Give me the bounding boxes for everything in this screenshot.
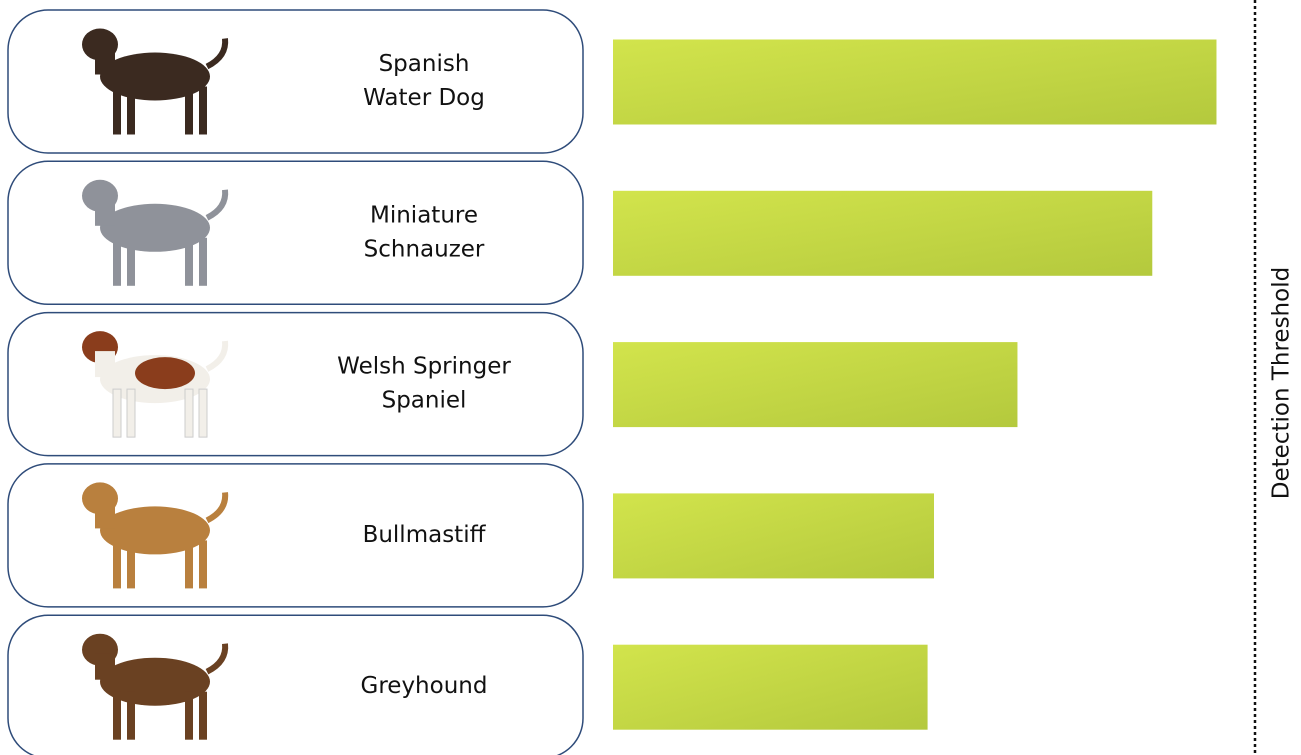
category-label: Spaniel bbox=[382, 388, 467, 414]
dog-neck bbox=[95, 654, 115, 680]
bar bbox=[613, 40, 1216, 125]
dog-leg bbox=[199, 540, 207, 588]
dog-leg bbox=[127, 540, 135, 588]
dog-leg bbox=[127, 87, 135, 135]
chart: Spanish Water Dog Miniature Schnauzer Welsh … bbox=[0, 0, 1301, 755]
dog-leg bbox=[185, 692, 193, 740]
page: Spanish Water Dog Miniature Schnauzer Welsh … bbox=[0, 0, 1301, 755]
row: Miniature Schnauzer bbox=[8, 161, 1152, 304]
category-label: Schnauzer bbox=[364, 236, 485, 262]
bar bbox=[613, 493, 934, 578]
dog-leg bbox=[113, 389, 121, 437]
dog-leg bbox=[127, 389, 135, 437]
category-label: Greyhound bbox=[361, 673, 488, 699]
row: Welsh Springer Spaniel bbox=[8, 313, 1017, 456]
dog-leg bbox=[113, 540, 121, 588]
dog-leg bbox=[199, 238, 207, 286]
threshold-label: Detection Threshold bbox=[1269, 267, 1295, 499]
dog-patch bbox=[135, 357, 195, 389]
dog-leg bbox=[199, 389, 207, 437]
row: Spanish Water Dog bbox=[8, 10, 1216, 153]
dog-leg bbox=[199, 692, 207, 740]
dog-leg bbox=[127, 238, 135, 286]
bar bbox=[613, 191, 1152, 276]
dog-leg bbox=[185, 238, 193, 286]
dog-neck bbox=[95, 502, 115, 528]
bar bbox=[613, 645, 928, 730]
category-label: Welsh Springer bbox=[337, 354, 511, 380]
dog-leg bbox=[185, 540, 193, 588]
category-label: Water Dog bbox=[363, 85, 485, 111]
dog-leg bbox=[185, 389, 193, 437]
dog-leg bbox=[185, 87, 193, 135]
dog-leg bbox=[113, 238, 121, 286]
dog-neck bbox=[95, 49, 115, 75]
dog-leg bbox=[113, 692, 121, 740]
dog-neck bbox=[95, 200, 115, 226]
dog-leg bbox=[127, 692, 135, 740]
dog-leg bbox=[113, 87, 121, 135]
row: Greyhound bbox=[8, 615, 928, 755]
row: Bullmastiff bbox=[8, 464, 934, 607]
category-label: Bullmastiff bbox=[363, 522, 487, 548]
category-label: Spanish bbox=[379, 51, 470, 77]
dog-neck bbox=[95, 351, 115, 377]
bar bbox=[613, 342, 1017, 427]
category-label: Miniature bbox=[370, 202, 478, 228]
dog-leg bbox=[199, 87, 207, 135]
